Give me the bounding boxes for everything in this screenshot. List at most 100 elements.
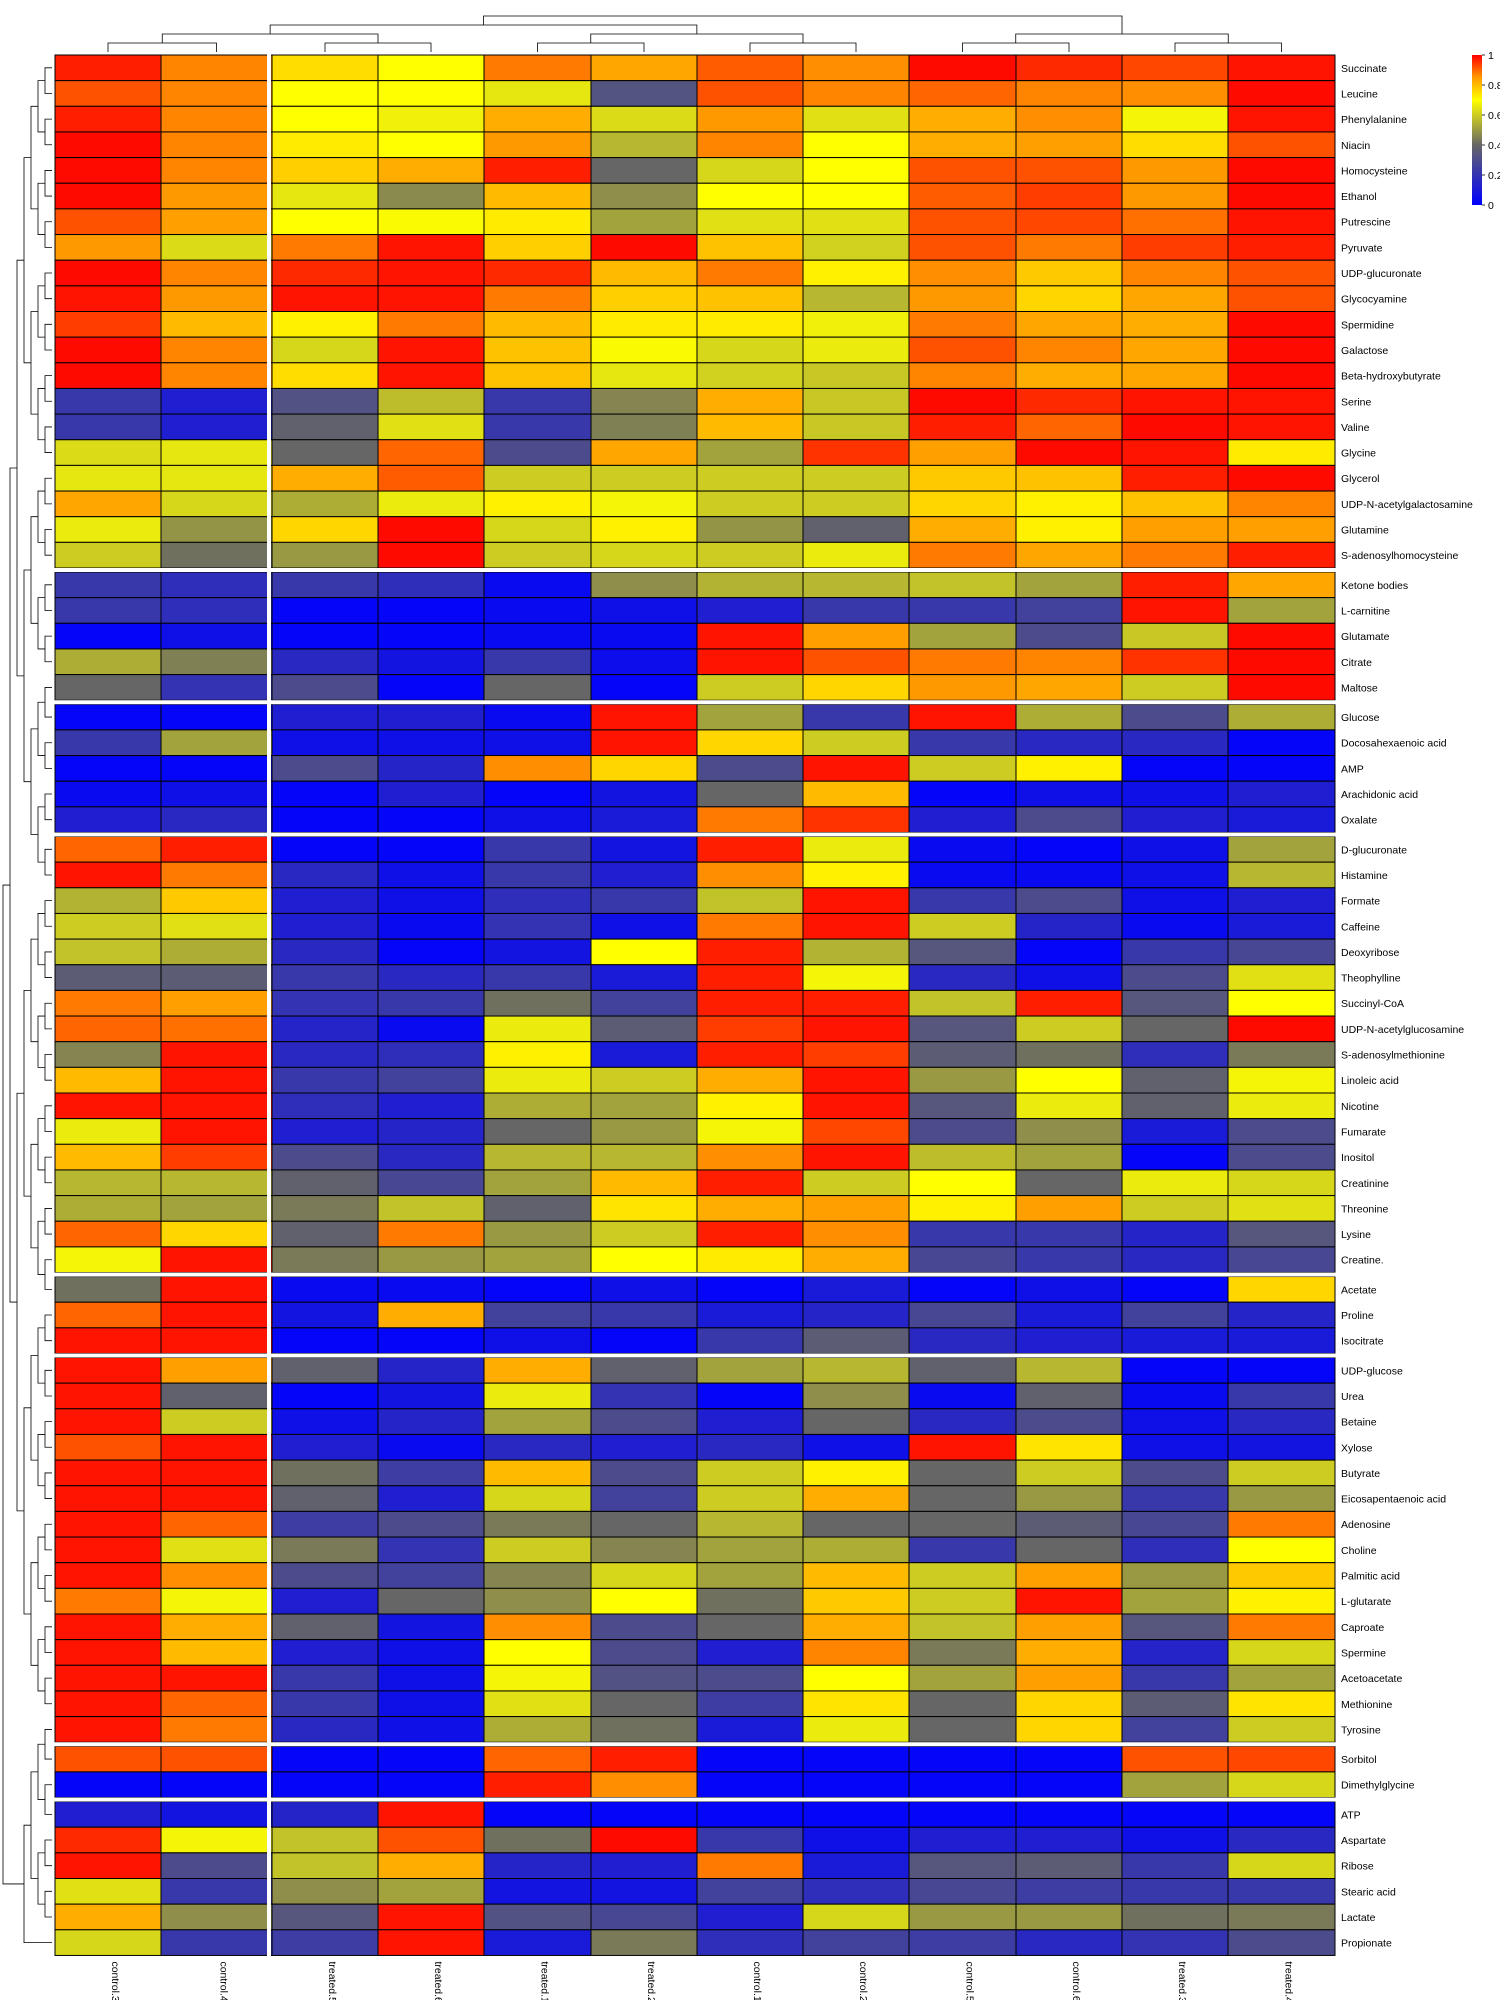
heatmap-cell-stearic-acid-control-2 [802, 1878, 910, 1905]
heatmap-cell-glucose-treated-2 [590, 703, 698, 731]
dendrogram-branch [37, 1639, 45, 1692]
heatmap-cell-udp-n-acetylgalactosamine-control-2 [802, 490, 910, 518]
heatmap-cell-homocysteine-control-1 [696, 157, 804, 184]
heatmap-cell-lactate-control-1 [696, 1903, 804, 1931]
row-cluster-gap [53, 1742, 1337, 1747]
heatmap-cell-caproate-control-4 [160, 1613, 273, 1641]
heatmap-cell-oxalate-treated-6 [377, 806, 485, 833]
heatmap-cell-glutamine-treated-6 [377, 516, 485, 543]
heatmap-cell-aspartate-treated-1 [483, 1826, 592, 1854]
row-label: Maltose [1341, 682, 1378, 694]
heatmap-cell-ketone-bodies-treated-5 [271, 571, 379, 599]
heatmap-cell-nicotine-control-6 [1015, 1092, 1123, 1120]
heatmap-cell-ethanol-treated-3 [1121, 182, 1229, 210]
heatmap-cell-glucose-treated-3 [1121, 703, 1229, 731]
heatmap-cell-beta-hydroxybutyrate-control-6 [1015, 362, 1123, 389]
heatmap-cell-ribose-control-1 [696, 1852, 804, 1879]
heatmap-cell-deoxyribose-control-5 [908, 938, 1017, 966]
heatmap-cell-l-carnitine-treated-4 [1227, 597, 1336, 624]
heatmap-cell-spermine-treated-6 [377, 1639, 485, 1666]
row-label: Arachidonic acid [1341, 789, 1418, 801]
heatmap-cell-xylose-treated-6 [377, 1433, 485, 1461]
column-label: control.4 [218, 1961, 230, 2000]
heatmap-cell-lysine-treated-6 [377, 1220, 485, 1248]
heatmap-cell-acetoacetate-treated-2 [590, 1664, 698, 1692]
heatmap-cell-acetate-treated-6 [377, 1276, 485, 1303]
heatmap-cell-deoxyribose-control-4 [160, 938, 273, 966]
row-label: Tyrosine [1341, 1724, 1381, 1736]
heatmap-cell-niacin-treated-2 [590, 131, 698, 159]
heatmap-cell-propionate-control-5 [908, 1929, 1017, 1956]
heatmap-cell-fumarate-control-3 [54, 1118, 162, 1145]
heatmap-cell-adenosine-treated-2 [590, 1510, 698, 1538]
heatmap-cell-glucose-treated-1 [483, 703, 592, 731]
row-label: Eicosapentaenoic acid [1341, 1494, 1446, 1506]
heatmap-cell-glycerol-treated-2 [590, 464, 698, 492]
heatmap-cell-betaine-treated-5 [271, 1408, 379, 1435]
heatmap-cell-histamine-control-4 [160, 861, 273, 889]
heatmap-cell-udp-n-acetylgalactosamine-control-4 [160, 490, 273, 518]
heatmap-cell-xylose-control-6 [1015, 1433, 1123, 1461]
heatmap-cell-acetoacetate-control-3 [54, 1664, 162, 1692]
heatmap-cell-phenylalanine-treated-1 [483, 105, 592, 133]
heatmap-cell-methionine-control-3 [54, 1690, 162, 1718]
heatmap-cell-acetoacetate-treated-6 [377, 1664, 485, 1692]
dendrogram-branch [44, 1369, 52, 1397]
heatmap-cell-d-glucuronate-control-6 [1015, 836, 1123, 863]
heatmap-cell-udp-n-acetylgalactosamine-treated-6 [377, 490, 485, 518]
heatmap-cell-dimethylglycine-control-4 [160, 1771, 273, 1799]
heatmap-cell-sorbitol-control-3 [54, 1745, 162, 1773]
heatmap-cell-urea-control-3 [54, 1382, 162, 1410]
heatmap-cell-butyrate-control-2 [802, 1459, 910, 1487]
heatmap-cell-ribose-control-2 [802, 1852, 910, 1879]
heatmap-cell-glutamate-treated-1 [483, 622, 592, 650]
heatmap-cell-glycocyamine-control-3 [54, 285, 162, 313]
heatmap-cell-phenylalanine-control-3 [54, 105, 162, 133]
heatmap-cell-formate-treated-6 [377, 887, 485, 914]
heatmap-cell-fumarate-control-5 [908, 1118, 1017, 1145]
heatmap-cell-pyruvate-treated-3 [1121, 234, 1229, 261]
row-label: Linoleic acid [1341, 1075, 1399, 1087]
heatmap-cell-udp-n-acetylglucosamine-control-1 [696, 1015, 804, 1043]
dendrogram-branch [44, 272, 52, 300]
heatmap-cell-isocitrate-control-1 [696, 1327, 804, 1354]
row-label: Deoxyribose [1341, 947, 1400, 959]
heatmap-cell-udp-glucose-treated-1 [483, 1357, 592, 1384]
heatmap-cell-valine-control-3 [54, 413, 162, 441]
heatmap-cell-histamine-treated-3 [1121, 861, 1229, 889]
dendrogram-branch [23, 157, 31, 364]
heatmap-cell-glycocyamine-treated-5 [271, 285, 379, 313]
heatmap-cell-glutamine-control-1 [696, 516, 804, 543]
heatmap-cell-theophylline-treated-5 [271, 964, 379, 991]
heatmap-cell-udp-n-acetylglucosamine-control-6 [1015, 1015, 1123, 1043]
heatmap-cell-s-adenosylmethionine-control-3 [54, 1041, 162, 1068]
heatmap-cell-niacin-treated-4 [1227, 131, 1336, 159]
heatmap-cell-propionate-treated-5 [271, 1929, 379, 1956]
heatmap-cell-atp-control-4 [160, 1801, 273, 1828]
heatmap-cell-maltose-treated-2 [590, 674, 698, 701]
heatmap-cell-aspartate-treated-6 [377, 1826, 485, 1854]
heatmap-cell-caffeine-control-1 [696, 912, 804, 940]
heatmap-cell-s-adenosylmethionine-treated-3 [1121, 1041, 1229, 1068]
heatmap-cell-linoleic-acid-treated-3 [1121, 1066, 1229, 1094]
heatmap-cell-lactate-treated-6 [377, 1903, 485, 1931]
heatmap-cell-isocitrate-treated-2 [590, 1327, 698, 1354]
heatmap-cell-inositol-treated-6 [377, 1143, 485, 1171]
heatmap-cell-tyrosine-treated-3 [1121, 1716, 1229, 1743]
row-label: Serine [1341, 396, 1372, 408]
dendrogram-branch [44, 1626, 52, 1653]
heatmap-cell-fumarate-treated-1 [483, 1118, 592, 1145]
heatmap-cell-acetoacetate-treated-4 [1227, 1664, 1336, 1692]
heatmap-cell-glucose-treated-5 [271, 703, 379, 731]
row-label: Dimethylglycine [1341, 1780, 1415, 1792]
heatmap-cell-nicotine-treated-1 [483, 1092, 592, 1120]
heatmap-cell-pyruvate-control-6 [1015, 234, 1123, 261]
heatmap-cell-histamine-treated-5 [271, 861, 379, 889]
heatmap-cell-creatinine-control-2 [802, 1169, 910, 1197]
heatmap-cell-udp-n-acetylglucosamine-treated-3 [1121, 1015, 1229, 1043]
heatmap-cell-formate-control-2 [802, 887, 910, 914]
heatmap-cell-proline-control-4 [160, 1301, 273, 1329]
heatmap-cell-spermidine-control-6 [1015, 311, 1123, 338]
heatmap-cell-xylose-treated-5 [271, 1433, 379, 1461]
heatmap-cell-spermine-control-3 [54, 1639, 162, 1666]
